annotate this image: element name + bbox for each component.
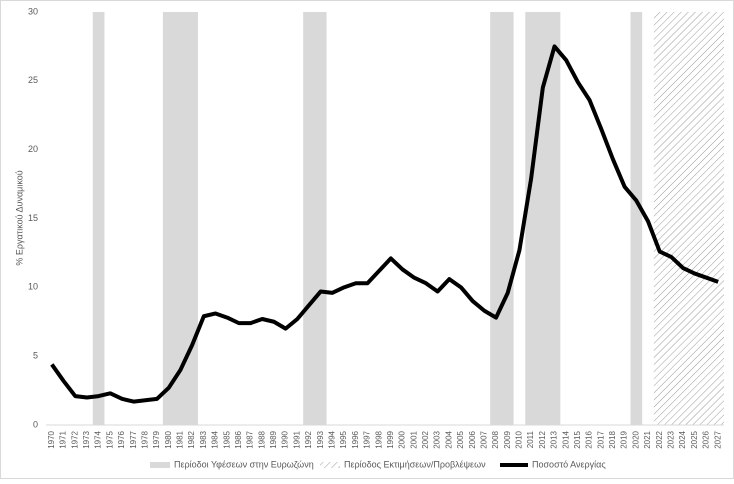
x-tick-label: 2023 (667, 430, 676, 448)
forecast-band (653, 12, 724, 425)
x-tick-label: 1985 (222, 430, 231, 448)
x-tick-label: 2000 (398, 430, 407, 448)
x-tick-label: 1970 (47, 430, 56, 448)
y-tick-label: 10 (28, 282, 38, 292)
recession-band (162, 12, 198, 425)
x-tick-label: 1999 (386, 430, 395, 448)
x-tick-label: 1991 (292, 430, 301, 448)
x-tick-label: 1982 (187, 430, 196, 448)
x-tick-label: 2002 (421, 430, 430, 448)
x-tick-label: 1988 (257, 430, 266, 448)
legend-label: Περίοδος Εκτιμήσεων/Προβλέψεων (344, 459, 486, 469)
x-tick-label: 1978 (140, 430, 149, 448)
x-tick-label: 2011 (526, 430, 535, 448)
y-tick-label: 15 (28, 213, 38, 223)
x-tick-label: 1981 (176, 430, 185, 448)
x-tick-label: 2003 (433, 430, 442, 448)
x-tick-label: 2026 (702, 430, 711, 448)
x-tick-label: 2004 (444, 430, 453, 448)
x-tick-label: 1989 (269, 430, 278, 448)
x-tick-label: 2016 (585, 430, 594, 448)
y-axis-label: % Εργατικού Δυναμικού (14, 170, 24, 265)
x-tick-label: 2019 (620, 430, 629, 448)
x-tick-label: 1996 (351, 430, 360, 448)
x-tick-label: 1977 (129, 430, 138, 448)
x-tick-label: 1983 (199, 430, 208, 448)
x-tick-label: 2006 (468, 430, 477, 448)
recession-band (490, 12, 514, 425)
x-tick-label: 2012 (538, 430, 547, 448)
x-tick-label: 1974 (94, 430, 103, 448)
x-tick-label: 2008 (491, 430, 500, 448)
x-tick-label: 2024 (678, 430, 687, 448)
x-tick-label: 1973 (82, 430, 91, 448)
x-tick-label: 1987 (246, 430, 255, 448)
x-tick-label: 1972 (70, 430, 79, 448)
y-tick-label: 0 (33, 419, 38, 429)
line (50, 44, 719, 404)
x-tick-label: 2017 (596, 430, 605, 448)
y-tick-label: 25 (28, 75, 38, 85)
x-tick-label: 2013 (550, 430, 559, 448)
x-tick-label: 2021 (643, 430, 652, 448)
x-tick-label: 1986 (234, 430, 243, 448)
x-tick-label: 1993 (316, 430, 325, 448)
legend-label: Ποσοστό Ανεργίας (532, 459, 606, 469)
legend-swatch (320, 462, 340, 468)
x-tick-label: 2005 (456, 430, 465, 448)
x-tick-label: 2007 (479, 430, 488, 448)
y-tick-label: 5 (33, 351, 38, 361)
x-tick-label: 1971 (59, 430, 68, 448)
recession-band (630, 12, 643, 425)
recession-band (303, 12, 327, 425)
x-tick-label: 1975 (105, 430, 114, 448)
y-tick-label: 20 (28, 144, 38, 154)
recession-band (525, 12, 561, 425)
x-tick-label: 2027 (713, 430, 722, 448)
x-tick-label: 1990 (281, 430, 290, 448)
recession-band (92, 12, 105, 425)
x-tick-label: 2022 (655, 430, 664, 448)
x-tick-label: 1992 (304, 430, 313, 448)
x-tick-label: 2025 (690, 430, 699, 448)
x-tick-label: 2001 (409, 430, 418, 448)
x-tick-label: 2015 (573, 430, 582, 448)
x-tick-label: 2018 (608, 430, 617, 448)
x-tick-label: 2014 (561, 430, 570, 448)
x-tick-label: 1995 (339, 430, 348, 448)
x-tick-label: 1979 (152, 430, 161, 448)
y-tick-label: 30 (28, 6, 38, 16)
legend-label: Περίοδοι Υφέσεων στην Ευρωζώνη (174, 459, 314, 469)
x-tick-label: 2010 (515, 430, 524, 448)
x-tick-label: 1976 (117, 430, 126, 448)
x-tick-label: 1984 (211, 430, 220, 448)
x-tick-label: 1998 (374, 430, 383, 448)
x-tick-label: 1997 (363, 430, 372, 448)
x-tick-label: 2020 (631, 430, 640, 448)
legend-swatch (150, 462, 170, 468)
x-tick-label: 1994 (328, 430, 337, 448)
x-tick-label: 1980 (164, 430, 173, 448)
x-tick-label: 2009 (503, 430, 512, 448)
